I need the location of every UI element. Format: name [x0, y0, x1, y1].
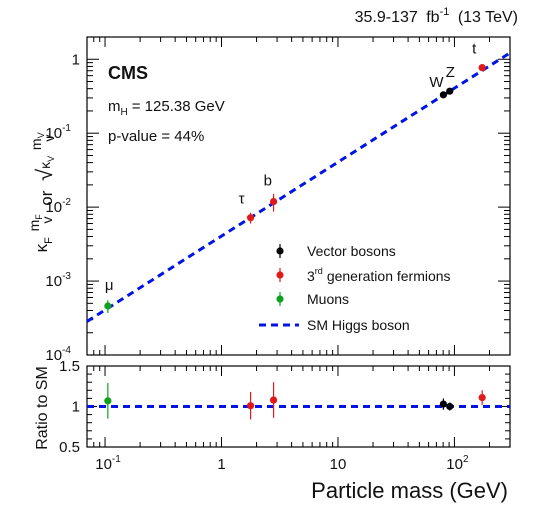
data-point — [246, 214, 255, 222]
main-plot-frame — [86, 36, 511, 356]
data-point — [104, 302, 112, 310]
y-tick-label: 10-2 — [45, 197, 71, 216]
data-point — [269, 197, 278, 206]
legend-fermion-label: 3rd generation fermions — [307, 266, 451, 284]
data-point — [478, 64, 486, 72]
ratio-point — [269, 396, 278, 404]
particle-label: b — [264, 173, 272, 190]
data-point — [439, 91, 447, 99]
energy-text: (13 TeV) — [458, 9, 518, 26]
legend-muon-marker — [276, 295, 284, 303]
ratio-point — [446, 402, 454, 411]
chart-marks: 10-1 1 10 102 10-4 10-3 10-2 10-1 1 0.5 1 1.5 WZτ b t μ — [45, 36, 511, 473]
legend-muon-label: Muons — [307, 291, 349, 307]
legend-item-vector: Vector bosons — [276, 243, 396, 259]
ratio-point — [246, 402, 255, 410]
higgs-mass-label: mH = 125.38 GeV — [108, 98, 225, 118]
p-value-label: p-value = 44% — [108, 128, 204, 145]
legend-item-muons: Muons — [276, 291, 349, 307]
svg-text:κF mF v or: κF mF v or √κV mV v — [26, 128, 58, 253]
ratio-y-tick-label: 1.5 — [59, 358, 80, 375]
legend: Vector bosons 3rd generation fermions Muo… — [259, 243, 451, 333]
x-tick-label: 10-1 — [95, 454, 121, 473]
x-axis-title: Particle mass (GeV) — [311, 478, 508, 503]
y-tick-label: 10-3 — [45, 271, 71, 290]
lumi-unit: fb — [426, 9, 439, 26]
x-tick-label: 102 — [446, 454, 469, 473]
data-point — [446, 87, 454, 95]
ratio-point — [104, 397, 112, 405]
particle-label: μ — [105, 277, 114, 294]
x-tick-label: 1 — [217, 456, 225, 473]
legend-vector-marker — [276, 247, 284, 255]
legend-vector-label: Vector bosons — [307, 243, 396, 259]
y-tick-label: 1 — [72, 51, 80, 68]
experiment-label: CMS — [108, 63, 148, 83]
y-tick-label: 10-4 — [45, 345, 71, 364]
legend-item-fermions: 3rd generation fermions — [276, 266, 451, 284]
legend-item-sm: SM Higgs boson — [259, 317, 410, 333]
ratio-point — [439, 400, 447, 408]
particle-label: t — [472, 41, 477, 58]
x-tick-label: 10 — [330, 456, 347, 473]
particle-label: Z — [446, 64, 455, 81]
lumi-value: 35.9-137 — [355, 9, 418, 26]
particle-label: τ — [239, 191, 245, 208]
lumi-exp: -1 — [440, 6, 450, 18]
lumi-text: 35.9-137 fb-1 (13 TeV) — [355, 2, 518, 26]
legend-sm-label: SM Higgs boson — [307, 317, 410, 333]
y-axis-title: κF mF v or √κV mV v — [26, 128, 58, 253]
ratio-y-tick-label: 1 — [72, 399, 80, 416]
y-tick-label: 10-1 — [45, 123, 71, 142]
legend-fermion-marker — [276, 271, 284, 279]
ratio-y-axis-title: Ratio to SM — [34, 366, 51, 450]
ratio-y-tick-label: 0.5 — [59, 439, 80, 456]
ratio-point — [478, 393, 486, 402]
particle-label: W — [429, 74, 444, 91]
